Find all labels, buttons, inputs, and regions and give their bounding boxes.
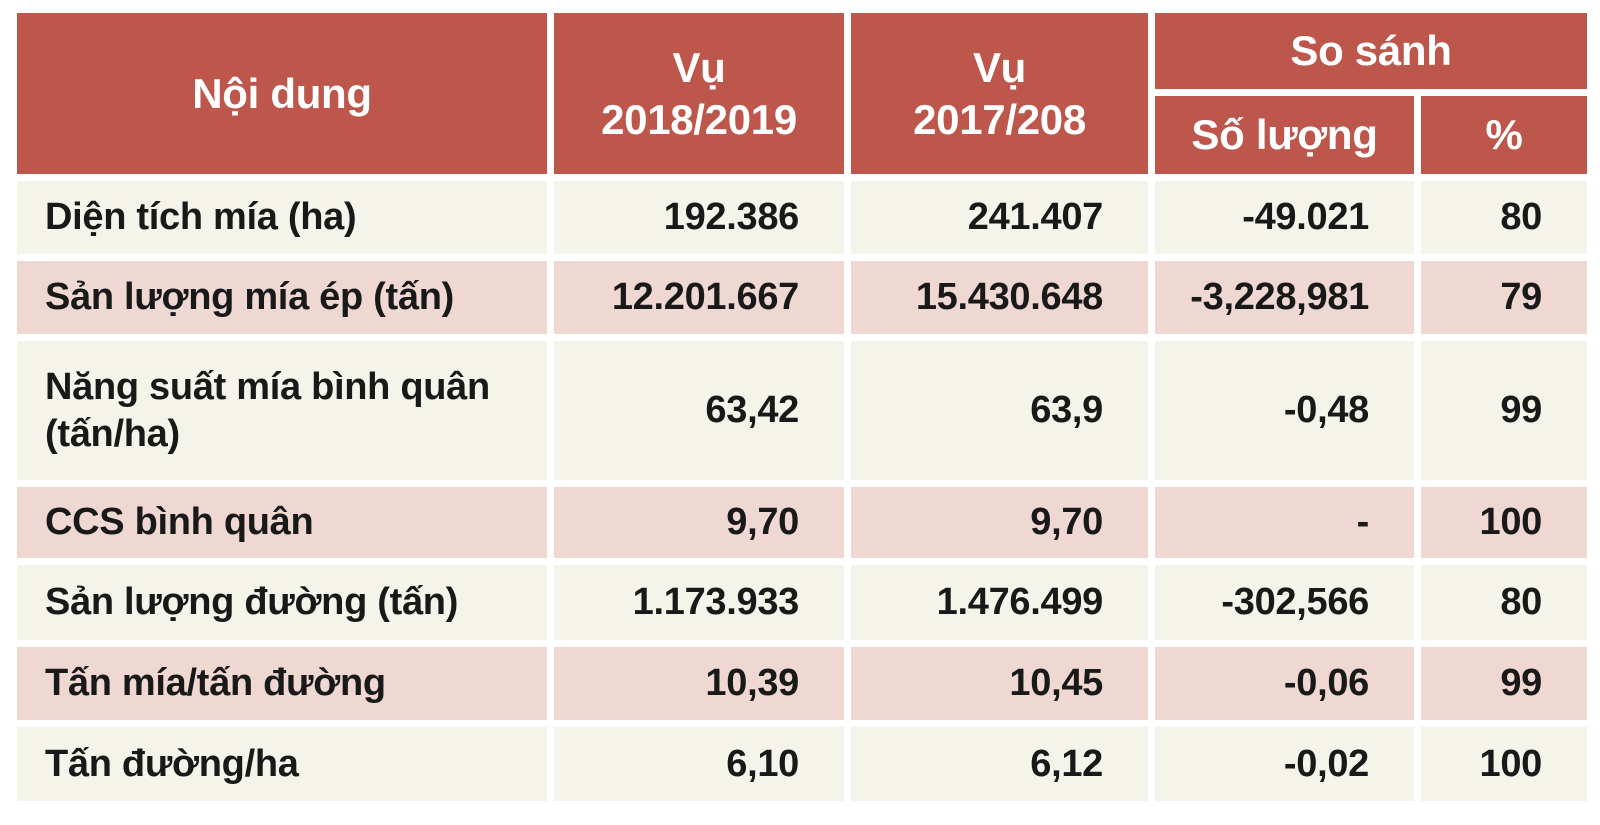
value-cell: 10,45	[851, 647, 1148, 720]
value-cell: 63,9	[851, 341, 1148, 480]
row-label: Diện tích mía (ha)	[17, 181, 547, 254]
header-cell-so-sanh: So sánh	[1155, 13, 1587, 89]
value-cell: 100	[1421, 487, 1587, 558]
value-cell: 10,39	[554, 647, 844, 720]
value-cell: 1.476.499	[851, 565, 1148, 640]
value-cell: 99	[1421, 647, 1587, 720]
value-cell: 100	[1421, 727, 1587, 801]
value-cell: 15.430.648	[851, 261, 1148, 334]
value-cell: -0,06	[1155, 647, 1414, 720]
value-cell: 79	[1421, 261, 1587, 334]
value-cell: -49.021	[1155, 181, 1414, 254]
value-cell: 9,70	[851, 487, 1148, 558]
header-cell-so-luong: Số lượng	[1155, 96, 1414, 174]
value-cell: 1.173.933	[554, 565, 844, 640]
header-cell-vu-2017-208: Vụ 2017/208	[851, 13, 1148, 174]
value-cell: 63,42	[554, 341, 844, 480]
row-label: Tấn đường/ha	[17, 727, 547, 801]
row-label: Năng suất mía bình quân (tấn/ha)	[17, 341, 547, 480]
value-cell: 12.201.667	[554, 261, 844, 334]
row-label: Sản lượng đường (tấn)	[17, 565, 547, 640]
value-cell: -3,228,981	[1155, 261, 1414, 334]
value-cell: 99	[1421, 341, 1587, 480]
value-cell: 241.407	[851, 181, 1148, 254]
sugar-season-comparison-table: Nội dung Vụ 2018/2019 Vụ 2017/208 So sán…	[17, 13, 1587, 801]
row-label: CCS bình quân	[17, 487, 547, 558]
row-label: Tấn mía/tấn đường	[17, 647, 547, 720]
value-cell: 192.386	[554, 181, 844, 254]
value-cell: 80	[1421, 181, 1587, 254]
value-cell: -	[1155, 487, 1414, 558]
value-cell: 6,12	[851, 727, 1148, 801]
value-cell: -302,566	[1155, 565, 1414, 640]
header-cell-noi-dung: Nội dung	[17, 13, 547, 174]
value-cell: -0,02	[1155, 727, 1414, 801]
row-label: Sản lượng mía ép (tấn)	[17, 261, 547, 334]
value-cell: 80	[1421, 565, 1587, 640]
header-cell-percent: %	[1421, 96, 1587, 174]
value-cell: 9,70	[554, 487, 844, 558]
header-cell-vu-2018-2019: Vụ 2018/2019	[554, 13, 844, 174]
value-cell: 6,10	[554, 727, 844, 801]
value-cell: -0,48	[1155, 341, 1414, 480]
